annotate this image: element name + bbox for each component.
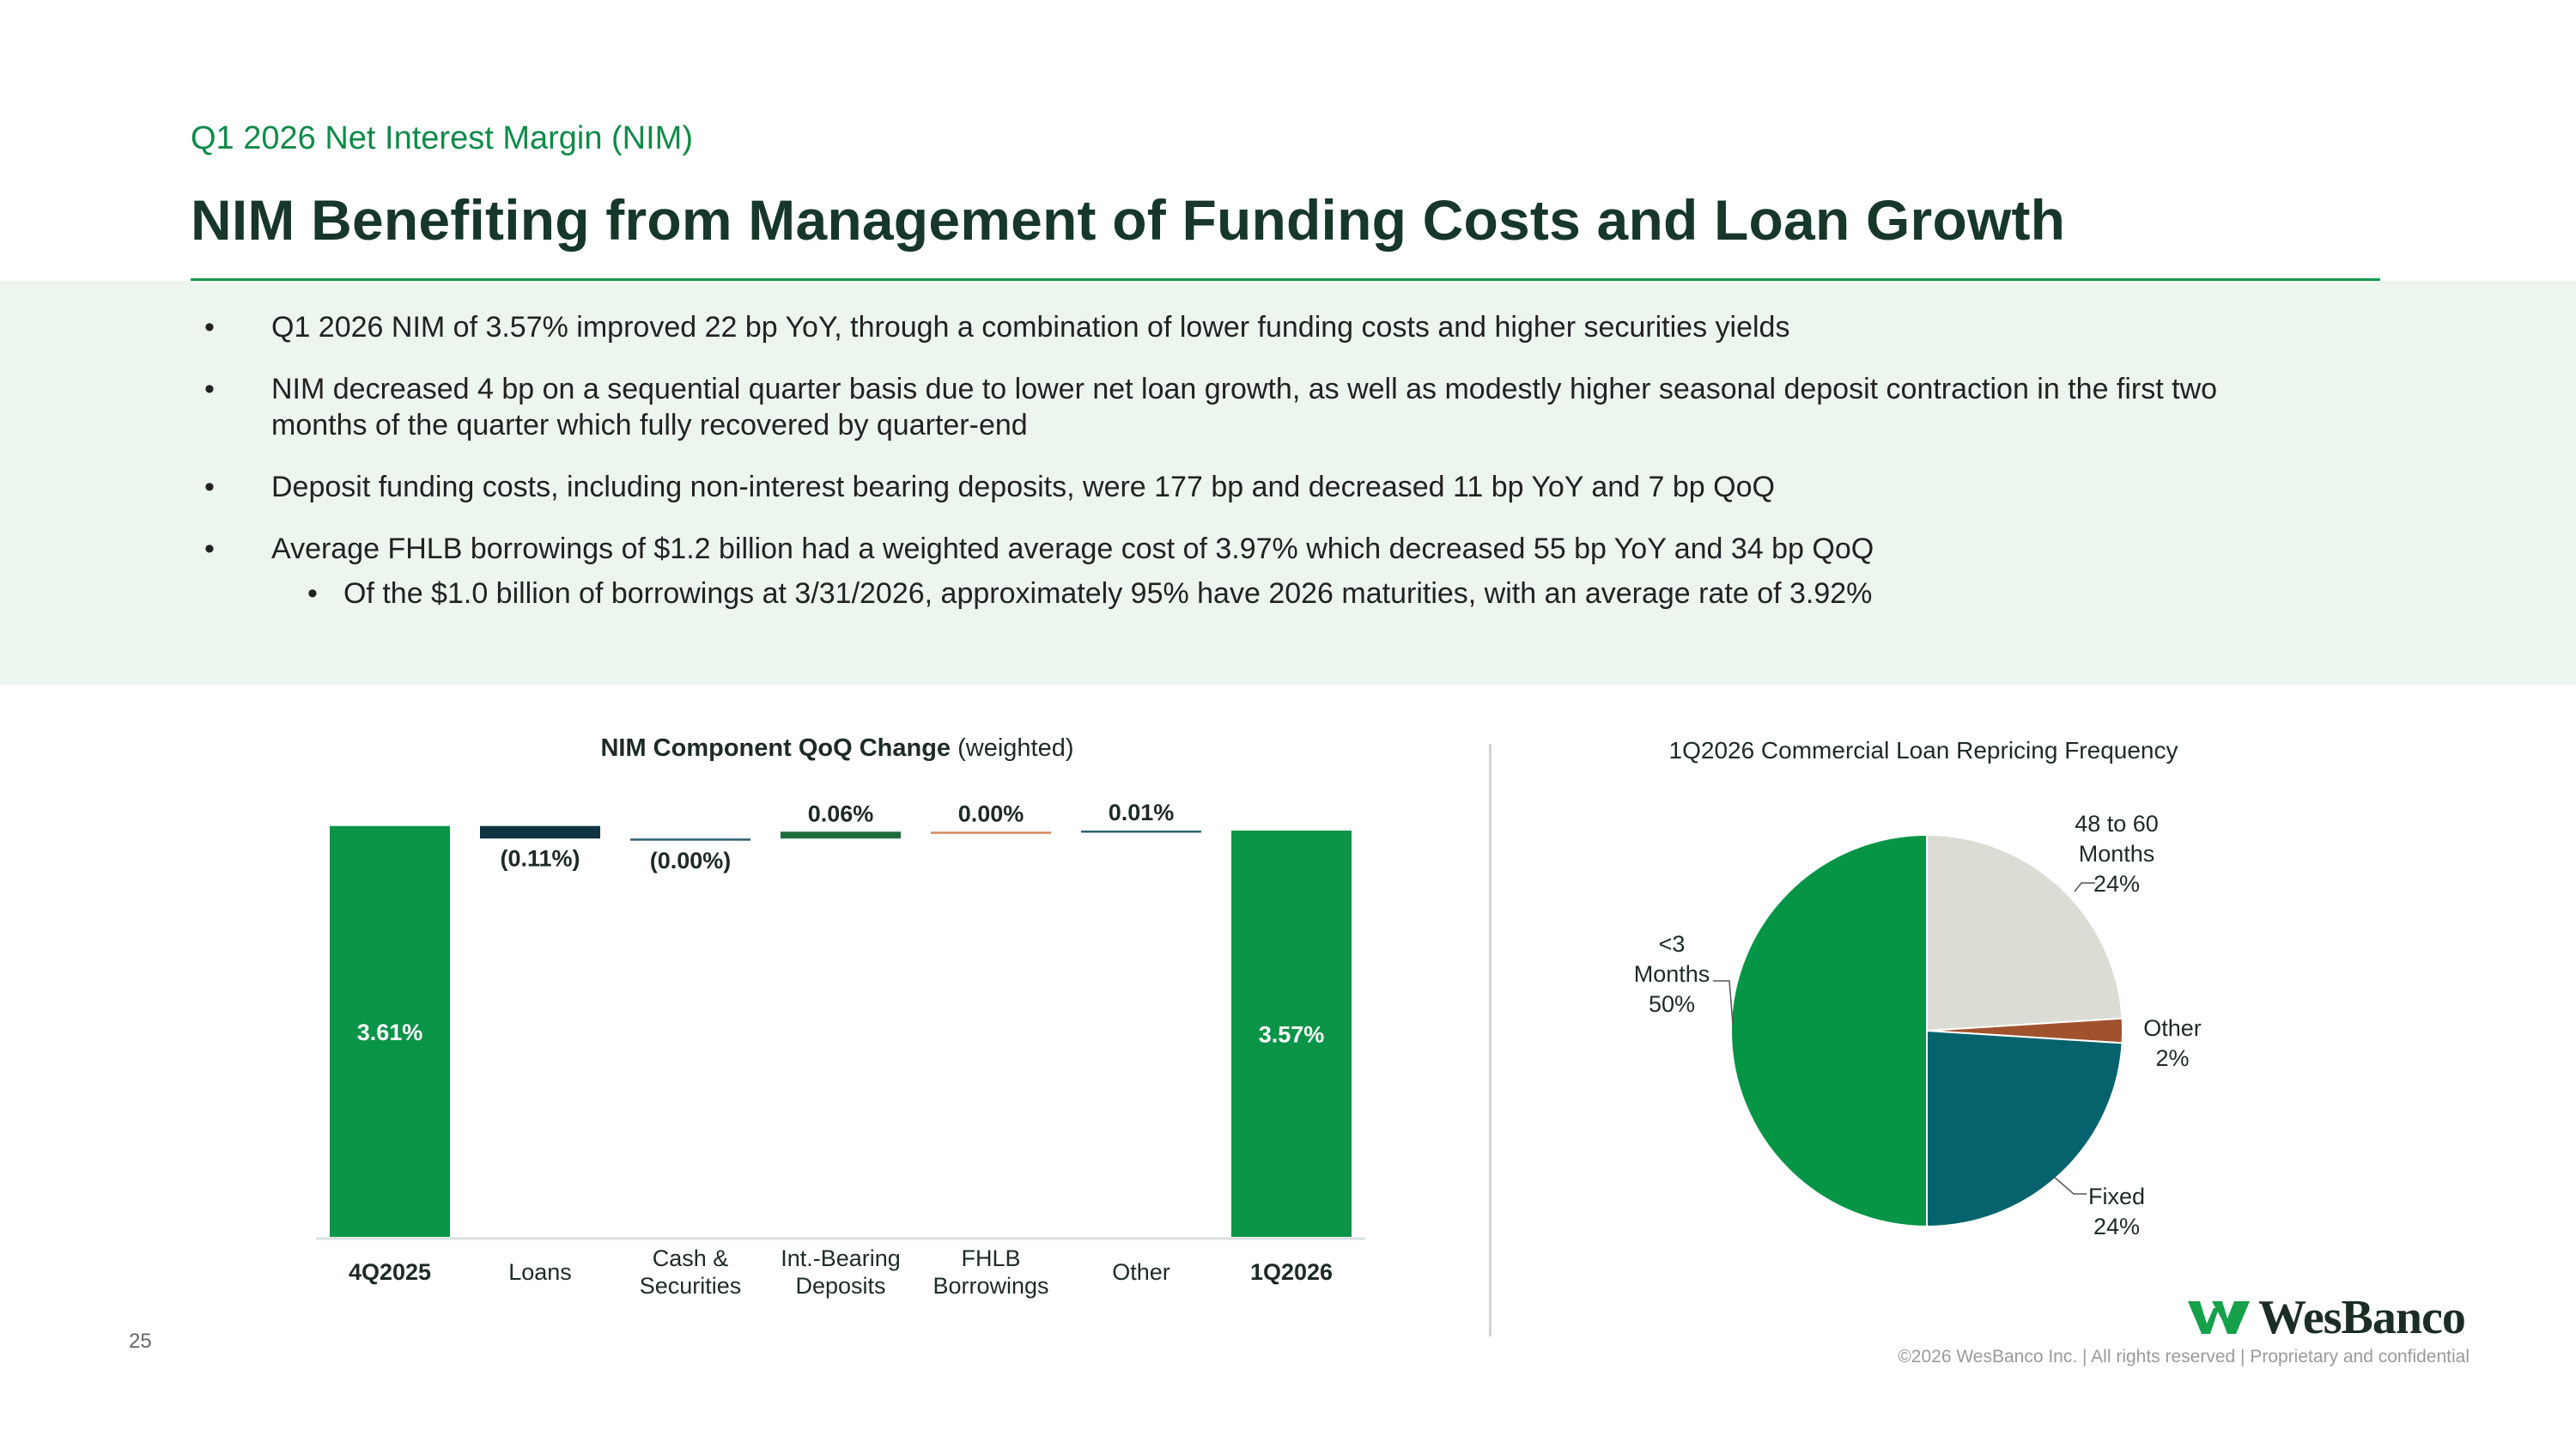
x-tick-label: 4Q2025 [349,1259,431,1285]
copyright-footer: ©2026 WesBanco Inc. | All rights reserve… [1898,1347,2470,1367]
label-leader-line [2053,1176,2087,1195]
bullet-item: NIM decreased 4 bp on a sequential quart… [197,371,2301,443]
label-leader-line [2074,882,2095,892]
x-tick-label: Other [1112,1259,1170,1285]
waterfall-bar [330,825,450,1237]
pie-chart: 1Q2026 Commercial Loan Repricing Frequen… [1634,737,2202,1239]
pie-slice-label: Other [2143,1015,2202,1041]
logo-wordmark: WesBanco [2258,1291,2466,1344]
x-tick-label: 1Q2026 [1250,1259,1333,1285]
x-tick-label: Loans [508,1259,572,1285]
waterfall-bar [781,831,901,839]
x-tick-label: Borrowings [933,1273,1048,1299]
pie-slice-label: 2% [2155,1045,2189,1071]
pie-slice-label: 24% [2093,871,2140,897]
x-tick-label: Int.-Bearing [781,1245,901,1271]
x-tick-label: Securities [640,1273,742,1299]
waterfall-bar [931,831,1051,834]
pie-slice-label: Fixed [2088,1184,2145,1209]
chart-title: 1Q2026 Commercial Loan Repricing Frequen… [1669,737,2178,764]
pie-slice [1926,1029,2123,1228]
chart-title-suffix: (weighted) [951,734,1073,762]
label-leader-line [1713,980,1734,1025]
x-tick-label: Deposits [795,1273,885,1299]
bar-value-label: (0.00%) [650,848,732,874]
pie-slice-label: Months [1634,961,1710,987]
logo-mark-icon [2188,1301,2250,1334]
bar-value-label: 0.01% [1109,800,1175,825]
waterfall-bar [1081,830,1201,833]
x-tick-label: Cash & [653,1245,729,1271]
pie-slice [1926,833,2123,1032]
pie-slice-label: <3 [1659,931,1686,957]
x-tick-label: FHLB [961,1245,1020,1271]
bar-value-label: 0.00% [958,801,1024,826]
waterfall-bar [1231,830,1352,1237]
bullet-item: Average FHLB borrowings of $1.2 billion … [197,531,2301,567]
waterfall-bar [630,838,750,841]
pie-slice-label: 48 to 60 [2075,811,2159,837]
waterfall-chart: NIM Component QoQ Change (weighted) 3.61%… [316,734,1365,1299]
bar-value-label: 3.57% [1259,1021,1325,1047]
pie-slice [1730,833,1928,1228]
page-number: 25 [129,1330,152,1353]
pie-slice-label: Months [2079,841,2155,867]
bullet-item: Q1 2026 NIM of 3.57% improved 22 bp YoY,… [197,309,2301,345]
pie-slice-label: 24% [2093,1214,2140,1239]
sub-bullet-item: Of the $1.0 billion of borrowings at 3/3… [197,575,2301,612]
bar-value-label: 0.06% [808,801,874,826]
bar-value-label: (0.11%) [500,845,580,871]
page-title: NIM Benefiting from Management of Fundin… [191,188,2066,252]
chart-divider [1489,744,1492,1336]
chart-title: NIM Component QoQ Change (weighted) [600,734,1073,762]
wesbanco-logo: WesBanco [2188,1290,2466,1345]
title-rule [191,278,2380,281]
waterfall-bar [480,825,600,839]
pie-slice-label: 50% [1649,991,1695,1017]
bar-value-label: 3.61% [357,1020,423,1045]
bullet-item: Deposit funding costs, including non-int… [197,469,2301,505]
bullet-list: Q1 2026 NIM of 3.57% improved 22 bp YoY,… [197,309,2301,629]
section-subtitle: Q1 2026 Net Interest Margin (NIM) [191,120,693,156]
chart-title-main: NIM Component QoQ Change [600,734,951,762]
